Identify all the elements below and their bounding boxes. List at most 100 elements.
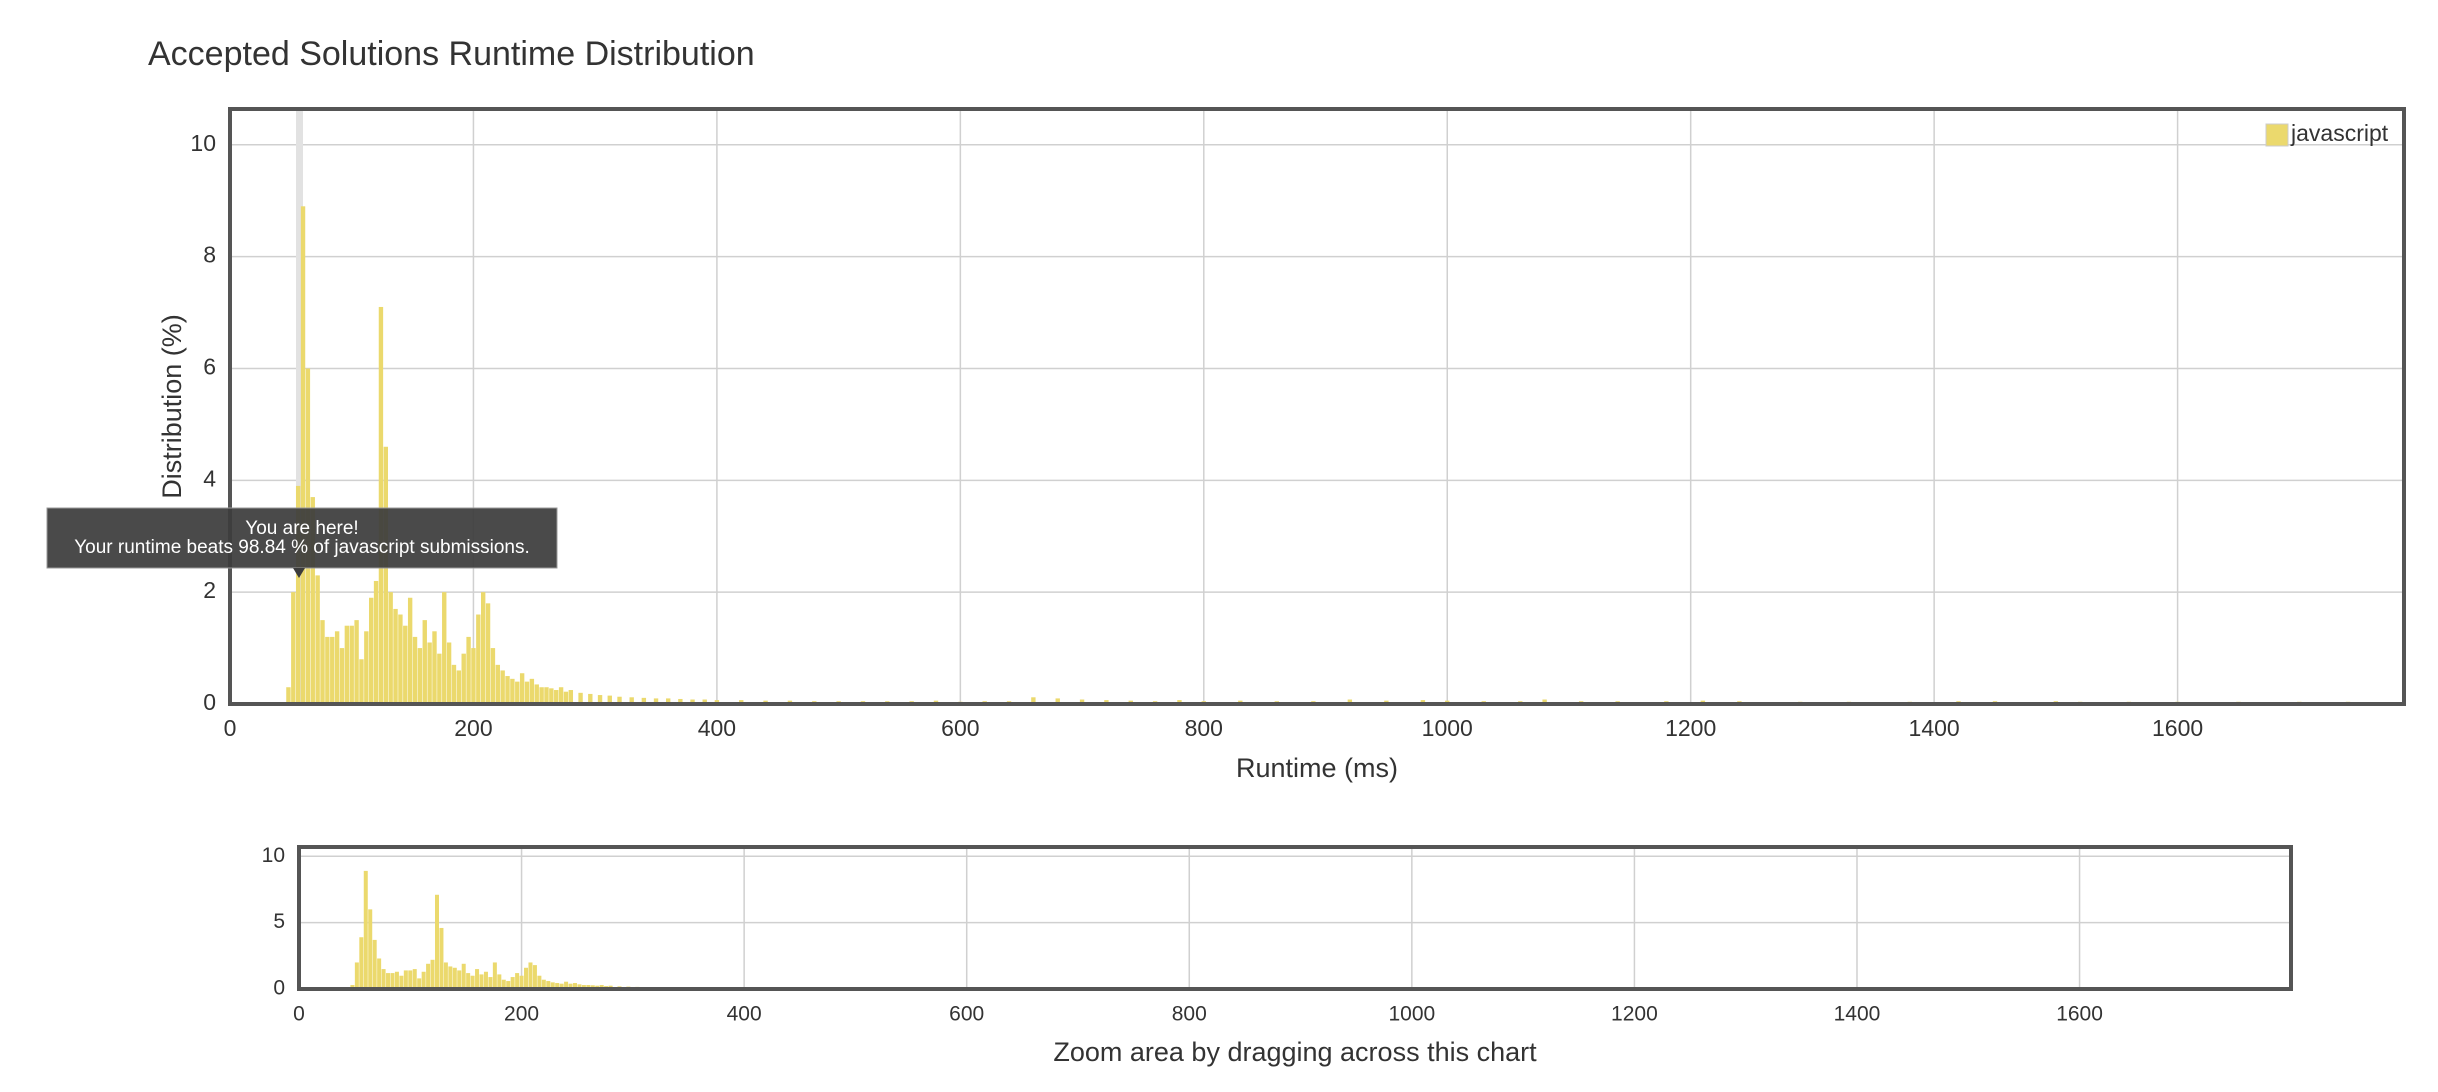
bar bbox=[412, 636, 418, 704]
bar bbox=[597, 695, 603, 704]
bar bbox=[310, 497, 315, 704]
y-tick-label: 8 bbox=[203, 242, 216, 268]
bar bbox=[349, 625, 354, 704]
y-tick-label: 0 bbox=[203, 689, 216, 715]
bar bbox=[466, 636, 471, 704]
bar bbox=[519, 975, 524, 989]
x-axis-label: Zoom area by dragging across this chart bbox=[1053, 1037, 1537, 1067]
bar bbox=[344, 625, 350, 704]
bar bbox=[393, 608, 398, 704]
x-tick-label: 0 bbox=[293, 1003, 305, 1026]
bar bbox=[448, 966, 453, 989]
x-tick-label: 400 bbox=[727, 1003, 762, 1026]
bar bbox=[466, 973, 471, 989]
bar bbox=[577, 984, 582, 989]
bar bbox=[510, 678, 515, 704]
bar bbox=[471, 648, 476, 704]
x-tick-label: 1200 bbox=[1665, 715, 1716, 741]
bar bbox=[532, 965, 537, 989]
bar bbox=[461, 963, 466, 989]
bar bbox=[544, 687, 549, 704]
bar bbox=[399, 975, 404, 989]
bar bbox=[480, 592, 486, 704]
bar bbox=[442, 592, 447, 704]
bar bbox=[607, 695, 612, 704]
bar bbox=[430, 959, 435, 989]
bar bbox=[572, 983, 577, 989]
x-tick-label: 200 bbox=[504, 1003, 539, 1026]
bar bbox=[500, 670, 505, 704]
bar bbox=[354, 620, 359, 704]
bar bbox=[354, 962, 359, 989]
bar bbox=[485, 603, 491, 704]
bar bbox=[1542, 699, 1547, 704]
x-tick-label: 600 bbox=[941, 715, 979, 741]
bar bbox=[475, 969, 480, 989]
bar bbox=[408, 970, 413, 989]
bar bbox=[386, 973, 391, 989]
bar bbox=[690, 699, 695, 704]
chart-title: Accepted Solutions Runtime Distribution bbox=[148, 35, 755, 73]
bar bbox=[641, 697, 647, 704]
bar bbox=[443, 962, 448, 989]
y-tick-label: 5 bbox=[273, 910, 285, 933]
bar bbox=[422, 620, 427, 704]
x-tick-label: 1600 bbox=[2152, 715, 2203, 741]
x-tick-label: 1400 bbox=[1834, 1003, 1881, 1026]
bar bbox=[300, 206, 306, 705]
bar bbox=[412, 969, 417, 989]
bar bbox=[678, 698, 683, 704]
bar bbox=[490, 648, 496, 704]
x-tick-label: 1400 bbox=[1909, 715, 1960, 741]
bar bbox=[359, 937, 364, 989]
bar bbox=[497, 974, 502, 989]
bar bbox=[539, 687, 544, 704]
bar bbox=[295, 485, 301, 704]
bar bbox=[515, 973, 520, 989]
bar bbox=[461, 653, 466, 704]
x-tick-label: 1000 bbox=[1422, 715, 1473, 741]
bar bbox=[702, 699, 707, 704]
bar bbox=[359, 659, 364, 704]
bar bbox=[426, 963, 431, 989]
bar bbox=[529, 678, 535, 704]
x-tick-label: 600 bbox=[949, 1003, 984, 1026]
bar bbox=[506, 981, 511, 989]
bar bbox=[524, 967, 529, 989]
bar bbox=[407, 597, 413, 704]
bar bbox=[515, 681, 520, 704]
plot-frame bbox=[228, 107, 2406, 706]
bar bbox=[550, 982, 555, 989]
bar bbox=[505, 676, 510, 704]
bar bbox=[394, 971, 399, 989]
y-tick-label: 10 bbox=[262, 844, 285, 867]
bar bbox=[578, 692, 583, 704]
y-axis-label: Distribution (%) bbox=[157, 314, 187, 499]
tooltip-arrow bbox=[293, 568, 305, 578]
bar bbox=[653, 698, 659, 704]
bar bbox=[549, 688, 554, 704]
y-tick-label: 4 bbox=[203, 465, 216, 491]
bar bbox=[537, 975, 542, 989]
bar bbox=[563, 691, 569, 704]
bar bbox=[446, 642, 452, 704]
bar bbox=[1031, 697, 1036, 704]
y-tick-label: 0 bbox=[273, 977, 285, 1000]
y-tick-label: 2 bbox=[203, 577, 216, 603]
bar bbox=[541, 979, 546, 989]
bar bbox=[437, 653, 442, 704]
bar bbox=[546, 981, 551, 989]
bar bbox=[398, 614, 403, 704]
bar bbox=[470, 975, 475, 989]
hover-band bbox=[296, 109, 303, 704]
bar bbox=[291, 592, 296, 704]
bar bbox=[417, 978, 422, 989]
bar bbox=[330, 636, 335, 704]
legend-label: javascript bbox=[2290, 120, 2389, 146]
bar bbox=[334, 631, 340, 704]
x-tick-label: 1200 bbox=[1611, 1003, 1658, 1026]
bar bbox=[510, 977, 515, 989]
zoom-area[interactable] bbox=[299, 847, 2291, 989]
bar bbox=[381, 969, 386, 989]
